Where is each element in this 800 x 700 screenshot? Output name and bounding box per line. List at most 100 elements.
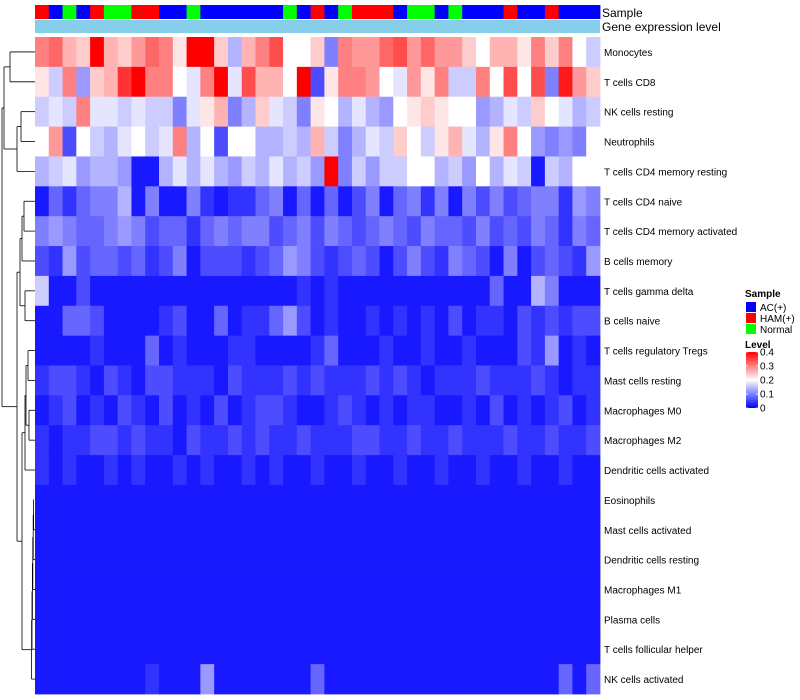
heatmap-cell (434, 156, 449, 187)
heatmap-cell (489, 664, 504, 695)
heatmap-cell (145, 275, 160, 307)
heatmap-cell (186, 544, 201, 575)
heatmap-cell (103, 514, 119, 546)
heatmap-cell (241, 664, 256, 695)
heatmap-cell (462, 395, 477, 426)
heatmap-cell (159, 186, 174, 217)
heatmap-cell (531, 484, 546, 516)
heatmap-cell (434, 634, 449, 665)
heatmap-cell (572, 275, 587, 307)
heatmap-cell (145, 246, 160, 277)
heatmap-cell (186, 96, 201, 127)
heatmap-cell (283, 634, 298, 665)
heatmap-cell (324, 246, 339, 277)
heatmap-cell (434, 37, 449, 68)
heatmap-cell (103, 604, 119, 635)
heatmap-cell (227, 664, 243, 695)
heatmap-cell (365, 37, 380, 68)
heatmap-cell (393, 484, 408, 516)
heatmap-cell (269, 365, 284, 396)
heatmap-cell (117, 305, 132, 337)
sample-annotation-bar (35, 5, 601, 19)
heatmap-cell (62, 634, 77, 665)
heatmap-cell (558, 365, 573, 396)
heatmap-cell (558, 574, 573, 605)
heatmap-cell (338, 335, 353, 366)
heatmap-cell (379, 156, 394, 187)
heatmap-cell (186, 664, 201, 695)
heatmap-cell (296, 365, 312, 396)
heatmap-cell (393, 335, 408, 366)
heatmap-cell (517, 664, 532, 695)
heatmap-cell (62, 275, 77, 307)
heatmap-cell (531, 246, 546, 277)
heatmap-cell (145, 634, 160, 665)
heatmap-cell (544, 365, 560, 396)
heatmap-cell (517, 96, 532, 127)
heatmap-cell (379, 664, 394, 695)
sample-cell (475, 5, 491, 19)
heatmap-cell (200, 514, 215, 546)
heatmap-cell (572, 186, 587, 217)
heatmap-cell (227, 365, 243, 396)
heatmap-cell (393, 365, 408, 396)
heatmap-cell (324, 66, 339, 98)
heatmap-cell (269, 514, 284, 546)
row-label: Dendritic cells activated (604, 466, 709, 477)
heatmap-cell (558, 305, 573, 337)
heatmap-cell (338, 425, 353, 456)
heatmap-cell (214, 425, 229, 456)
level-colorbar (746, 352, 758, 408)
heatmap-cell (76, 455, 91, 486)
heatmap-cell (379, 455, 394, 486)
heatmap-cell (200, 275, 215, 307)
sample-cell (117, 5, 132, 19)
heatmap-cell (214, 544, 229, 575)
heatmap-cell (462, 544, 477, 575)
heatmap-cell (283, 126, 298, 157)
heatmap-cell (227, 335, 243, 366)
heatmap-cell (145, 574, 160, 605)
row-label: T cells gamma delta (604, 287, 694, 298)
heatmap-cell (586, 216, 601, 247)
heatmap-cell (351, 544, 367, 575)
heatmap-cell (489, 544, 504, 575)
row-dendrogram (1, 51, 35, 680)
heatmap-cell (35, 425, 50, 456)
heatmap-cell (586, 514, 601, 546)
heatmap-cell (48, 275, 63, 307)
colorbar-tick-label: 0.4 (760, 348, 774, 359)
heatmap-cell (241, 425, 256, 456)
sample-cell (227, 5, 243, 19)
heatmap-cell (407, 37, 422, 68)
heatmap-cell (76, 484, 91, 516)
heatmap-cell (338, 156, 353, 187)
heatmap-cell (214, 216, 229, 247)
heatmap-cell (407, 664, 422, 695)
heatmap-cell (310, 514, 325, 546)
heatmap-cell (531, 186, 546, 217)
heatmap-cell (365, 246, 380, 277)
heatmap-cell (338, 455, 353, 486)
heatmap-cell (35, 335, 50, 366)
heatmap-cell (572, 156, 587, 187)
heatmap-cell (517, 514, 532, 546)
colorbar-tick-label: 0 (760, 404, 766, 415)
heatmap-cell (48, 186, 63, 217)
heatmap-cell (310, 544, 325, 575)
heatmap-cell (517, 275, 532, 307)
heatmap-cell (131, 365, 146, 396)
heatmap-cell (531, 514, 546, 546)
heatmap-cell (503, 335, 518, 366)
heatmap-cell (503, 37, 518, 68)
heatmap-cell (131, 335, 146, 366)
heatmap-cell (48, 126, 63, 157)
heatmap-cell (200, 216, 215, 247)
heatmap-cell (131, 96, 146, 127)
heatmap-cell (351, 335, 367, 366)
heatmap-cell (283, 305, 298, 337)
heatmap-cell (365, 604, 380, 635)
heatmap-cell (324, 574, 339, 605)
sample-cell (159, 5, 174, 19)
